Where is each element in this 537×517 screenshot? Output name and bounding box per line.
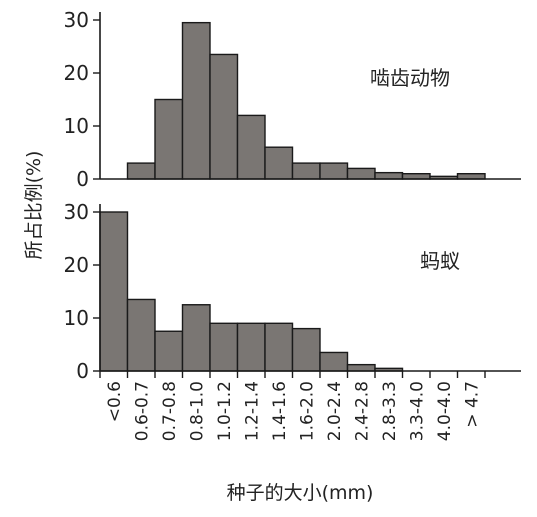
bar-1-9 — [346, 167, 376, 180]
bar-1-2 — [154, 98, 184, 180]
x-category-label: 0.6-0.7 — [132, 381, 152, 441]
bar-1-4 — [209, 53, 239, 180]
bar-1-8 — [319, 162, 349, 180]
x-category-label: 3.3-4.0 — [407, 381, 427, 441]
bar-1-5 — [236, 114, 266, 180]
panel-1: 0 10 20 30 啮齿动物 — [64, 8, 521, 191]
panel-label: 蚂蚁 — [420, 249, 460, 273]
y-tick-label: 10 — [64, 306, 89, 330]
bar-2-0 — [99, 211, 129, 372]
y-axis-title: 所占比例(%) — [23, 151, 45, 260]
x-category-label: 1.4-1.6 — [270, 381, 290, 441]
x-category-label: 2.8-3.3 — [380, 381, 400, 441]
bar-2-2 — [154, 330, 184, 372]
bar-1-3 — [181, 21, 211, 180]
bar-2-6 — [264, 322, 294, 372]
x-category-label: 1.0-1.2 — [215, 381, 235, 441]
x-category-label: 1.2-1.4 — [242, 381, 262, 441]
chart-panels: 0 10 20 30 啮齿动物 0 10 20 30 蚂蚁 — [64, 8, 521, 383]
y-tick-label: 30 — [64, 200, 89, 224]
x-category-label: 0.7-0.8 — [160, 381, 180, 441]
bar-2-4 — [209, 322, 239, 372]
y-tick-label: 0 — [76, 359, 89, 383]
x-category-label: 4.0-4.0 — [435, 381, 455, 441]
y-tick-label: 20 — [64, 253, 89, 277]
bar-1-6 — [264, 146, 294, 180]
x-category-label: 1.6-2.0 — [297, 381, 317, 441]
y-tick-label: 0 — [76, 167, 89, 191]
bar-2-8 — [319, 351, 349, 372]
x-category-label: 2.0-2.4 — [325, 381, 345, 441]
bar-2-1 — [126, 298, 156, 372]
bar-1-7 — [291, 162, 321, 180]
bar-2-5 — [236, 322, 266, 372]
x-category-label: 0.8-1.0 — [187, 381, 207, 441]
x-axis-title: 种子的大小(mm) — [227, 482, 374, 504]
y-tick-label: 10 — [64, 114, 89, 138]
panel-label: 啮齿动物 — [370, 66, 450, 90]
panel-2: 0 10 20 30 蚂蚁 — [64, 200, 521, 383]
x-category-label: 2.4-2.8 — [352, 381, 372, 441]
y-tick-label: 20 — [64, 61, 89, 85]
x-category-label: <0.6 — [105, 381, 125, 422]
bar-2-7 — [291, 327, 321, 372]
bar-2-9 — [346, 363, 376, 372]
y-tick-label: 30 — [64, 8, 89, 32]
bar-1-1 — [126, 162, 156, 180]
x-category-label: > 4.7 — [462, 381, 482, 428]
x-category-labels: <0.6 0.6-0.7 0.7-0.8 0.8-1.0 1.0-1.2 1.2-1.4 1… — [105, 381, 483, 441]
bar-2-3 — [181, 304, 211, 372]
bar-1-10 — [374, 171, 404, 180]
